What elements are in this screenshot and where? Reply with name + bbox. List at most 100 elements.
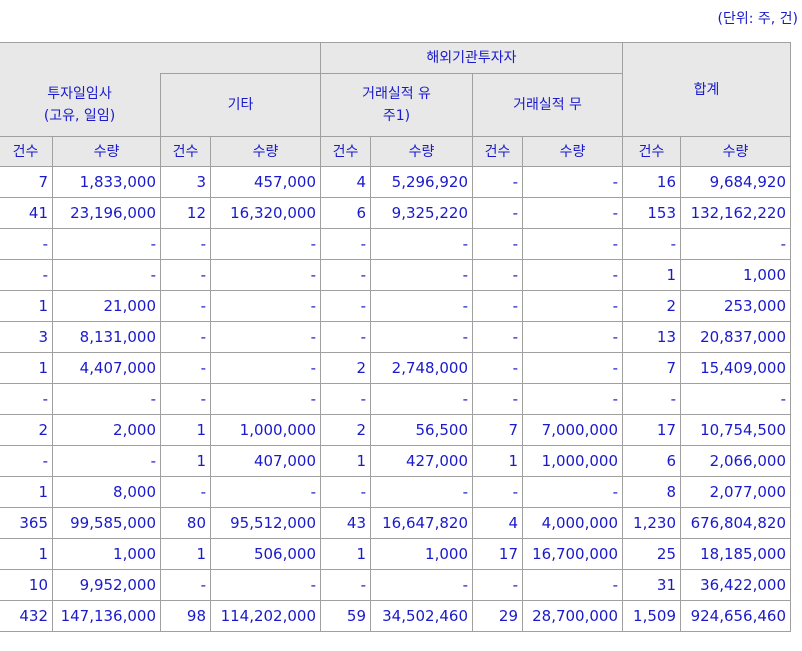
table-row: 7 1,833,000 3 457,000 4 5,296,920- -16 9,684,92…: [0, 166, 791, 198]
header-qty: 수량: [210, 136, 321, 167]
count-cell: -: [160, 383, 211, 415]
qty-cell: -: [210, 290, 321, 322]
header-with-record: 거래실적 유 주1): [320, 73, 473, 137]
qty-cell: -: [52, 259, 161, 291]
count-cell: 1: [160, 538, 211, 570]
count-cell: 1: [622, 259, 681, 291]
count-cell: 4: [320, 166, 371, 198]
qty-cell: 16,647,820: [370, 507, 473, 539]
investor-table: 해외기관투자자 합계 투자일임사 (고유, 일임) 기타 거래실적 유 주1) …: [0, 42, 791, 632]
table-row: - -1 407,000 1 427,000 1 1,000,000 6 2,066,000: [0, 445, 791, 477]
header-qty: 수량: [522, 136, 623, 167]
qty-cell: -: [370, 321, 473, 353]
count-cell: 12: [160, 197, 211, 229]
count-cell: 1: [160, 445, 211, 477]
count-cell: -: [160, 352, 211, 384]
qty-cell: -: [522, 197, 623, 229]
count-cell: -: [0, 383, 53, 415]
header-count: 건수: [0, 136, 53, 167]
count-cell: -: [160, 321, 211, 353]
qty-cell: -: [210, 352, 321, 384]
count-cell: -: [472, 228, 523, 260]
count-cell: -: [320, 383, 371, 415]
header-count: 건수: [472, 136, 523, 167]
count-cell: 6: [320, 197, 371, 229]
qty-cell: -: [370, 476, 473, 508]
qty-cell: 34,502,460: [370, 600, 473, 632]
header-blank: [0, 42, 321, 74]
qty-cell: 457,000: [210, 166, 321, 198]
qty-cell: -: [52, 228, 161, 260]
count-cell: 153: [622, 197, 681, 229]
count-cell: 43: [320, 507, 371, 539]
count-cell: -: [472, 476, 523, 508]
count-cell: 2: [320, 414, 371, 446]
count-cell: -: [320, 476, 371, 508]
count-cell: -: [320, 569, 371, 601]
count-cell: 1,509: [622, 600, 681, 632]
count-cell: -: [0, 228, 53, 260]
count-cell: 7: [622, 352, 681, 384]
table-row: 365 99,585,000 80 95,512,000 43 16,647,820 4 4,…: [0, 507, 791, 539]
qty-cell: 924,656,460: [680, 600, 791, 632]
qty-cell: 2,066,000: [680, 445, 791, 477]
count-cell: -: [320, 290, 371, 322]
table-row: - - - - - - - -1 1,000: [0, 259, 791, 291]
count-cell: 8: [622, 476, 681, 508]
qty-cell: 10,754,500: [680, 414, 791, 446]
count-cell: 7: [472, 414, 523, 446]
qty-cell: -: [370, 290, 473, 322]
header-discretionary: 투자일임사 (고유, 일임): [0, 73, 161, 137]
qty-cell: 2,000: [52, 414, 161, 446]
count-cell: -: [472, 197, 523, 229]
header-count: 건수: [160, 136, 211, 167]
qty-cell: 1,000: [680, 259, 791, 291]
count-cell: 1: [0, 352, 53, 384]
count-cell: 2: [320, 352, 371, 384]
count-cell: 16: [622, 166, 681, 198]
qty-cell: 147,136,000: [52, 600, 161, 632]
table-row: 1 4,407,000- -2 2,748,000- -7 15,409,000: [0, 352, 791, 384]
qty-cell: 8,000: [52, 476, 161, 508]
count-cell: 13: [622, 321, 681, 353]
header-count: 건수: [320, 136, 371, 167]
count-cell: 59: [320, 600, 371, 632]
qty-cell: 1,000,000: [210, 414, 321, 446]
header-qty: 수량: [52, 136, 161, 167]
qty-cell: 4,407,000: [52, 352, 161, 384]
count-cell: 2: [0, 414, 53, 446]
qty-cell: 8,131,000: [52, 321, 161, 353]
qty-cell: -: [522, 476, 623, 508]
qty-cell: 28,700,000: [522, 600, 623, 632]
qty-cell: -: [522, 166, 623, 198]
qty-cell: 427,000: [370, 445, 473, 477]
qty-cell: -: [52, 383, 161, 415]
count-cell: 1,230: [622, 507, 681, 539]
count-cell: -: [320, 259, 371, 291]
qty-cell: 18,185,000: [680, 538, 791, 570]
qty-cell: 4,000,000: [522, 507, 623, 539]
qty-cell: -: [370, 259, 473, 291]
count-cell: 25: [622, 538, 681, 570]
table-row: 1 8,000- - - - - -8 2,077,000: [0, 476, 791, 508]
qty-cell: -: [680, 383, 791, 415]
qty-cell: 1,833,000: [52, 166, 161, 198]
qty-cell: -: [522, 228, 623, 260]
qty-cell: 9,325,220: [370, 197, 473, 229]
qty-cell: -: [210, 228, 321, 260]
header-qty: 수량: [680, 136, 791, 167]
count-cell: -: [0, 259, 53, 291]
count-cell: -: [472, 321, 523, 353]
qty-cell: 132,162,220: [680, 197, 791, 229]
header-without-record: 거래실적 무: [472, 73, 623, 137]
qty-cell: -: [210, 476, 321, 508]
qty-cell: -: [370, 569, 473, 601]
qty-cell: -: [52, 445, 161, 477]
count-cell: 3: [160, 166, 211, 198]
header-count: 건수: [622, 136, 681, 167]
count-cell: 1: [0, 290, 53, 322]
qty-cell: -: [522, 352, 623, 384]
table-row: 1 21,000- - - - - -2 253,000: [0, 290, 791, 322]
count-cell: -: [622, 228, 681, 260]
qty-cell: -: [522, 259, 623, 291]
